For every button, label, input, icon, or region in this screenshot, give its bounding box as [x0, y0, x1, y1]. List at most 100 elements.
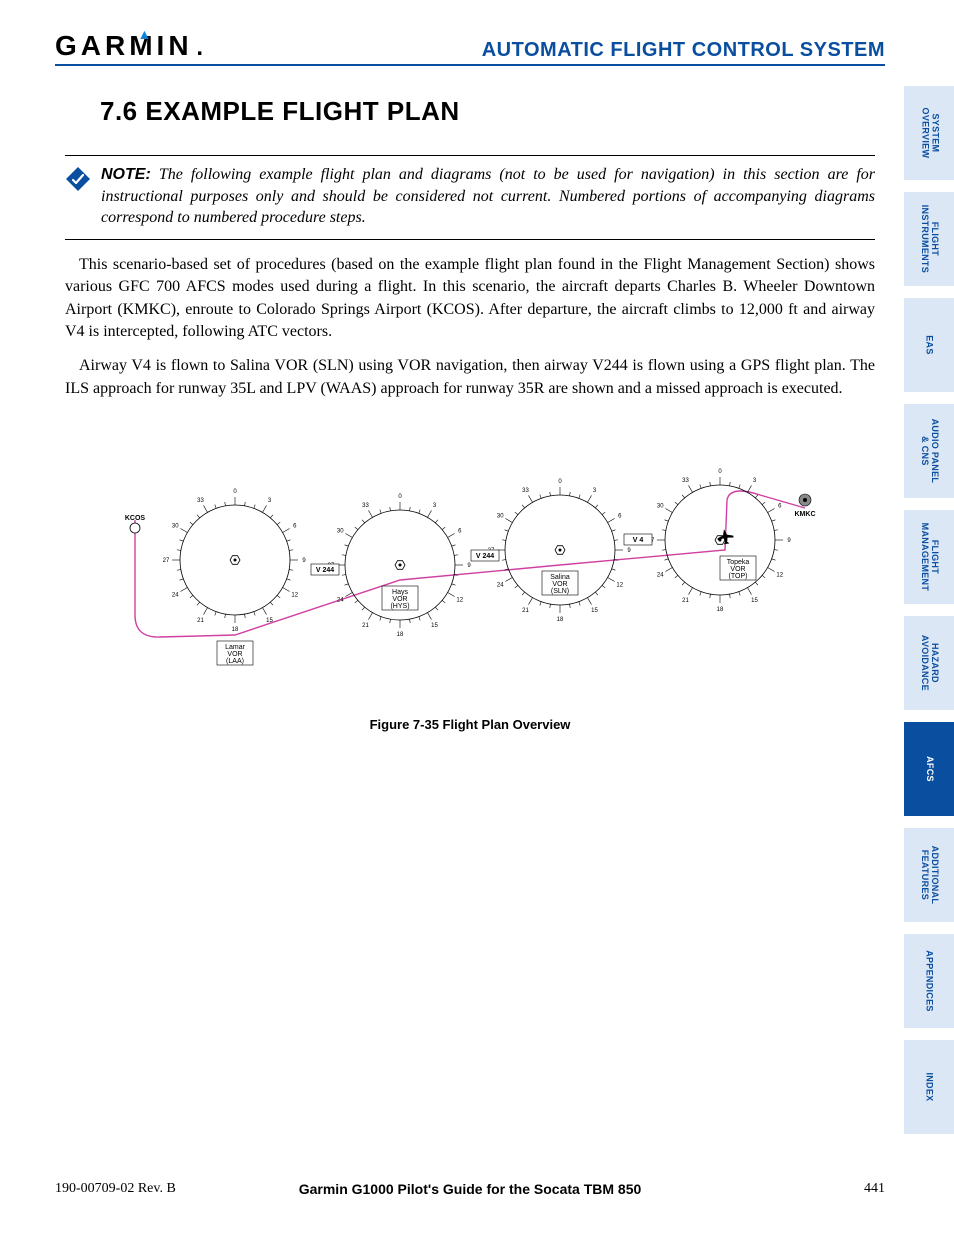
tab-appendices[interactable]: APPENDICES — [904, 934, 954, 1028]
svg-text:VOR: VOR — [392, 596, 407, 603]
note-icon — [65, 166, 91, 192]
svg-text:15: 15 — [591, 608, 598, 614]
svg-text:V 244: V 244 — [316, 567, 334, 574]
svg-text:12: 12 — [291, 593, 298, 599]
svg-text:15: 15 — [751, 598, 758, 604]
tab-eas[interactable]: EAS — [904, 298, 954, 392]
garmin-logo: GARMIN ▲ . — [55, 30, 215, 62]
svg-text:30: 30 — [337, 529, 344, 535]
compass-3: 03691215182124273033 — [648, 469, 792, 613]
logo-triangle-icon: ▲ — [138, 28, 152, 44]
tab-afcs[interactable]: AFCS — [904, 722, 954, 816]
page-footer: 190-00709-02 Rev. B Garmin G1000 Pilot's… — [55, 1181, 885, 1197]
kmkc-label: KMKC — [795, 511, 816, 518]
svg-text:3: 3 — [268, 498, 272, 504]
tab-hazard-avoidance[interactable]: HAZARD AVOIDANCE — [904, 616, 954, 710]
svg-text:VOR: VOR — [552, 581, 567, 588]
note-body: The following example flight plan and di… — [101, 166, 875, 226]
section-title: EXAMPLE FLIGHT PLAN — [145, 96, 459, 126]
svg-text:18: 18 — [717, 607, 724, 613]
svg-text:27: 27 — [163, 558, 170, 564]
airway-label: V 244 — [311, 564, 339, 575]
svg-text:21: 21 — [197, 618, 204, 624]
body-paragraph-2: Airway V4 is flown to Salina VOR (SLN) u… — [65, 355, 875, 400]
svg-text:12: 12 — [776, 573, 783, 579]
svg-text:33: 33 — [522, 488, 529, 494]
svg-text:9: 9 — [302, 558, 306, 564]
svg-text:Hays: Hays — [392, 589, 408, 596]
figure-7-35: 0369121518212427303303691215182124273033… — [55, 440, 885, 732]
svg-text:33: 33 — [682, 478, 689, 484]
lamar-label: LamarVOR(LAA) — [217, 641, 253, 665]
svg-text:6: 6 — [618, 514, 622, 520]
svg-text:18: 18 — [232, 627, 239, 633]
svg-text:9: 9 — [467, 563, 471, 569]
svg-text:0: 0 — [558, 479, 562, 485]
svg-text:24: 24 — [657, 573, 664, 579]
svg-text:(LAA): (LAA) — [226, 658, 244, 665]
tab-system-overview[interactable]: SYSTEM OVERVIEW — [904, 86, 954, 180]
note-callout: NOTE: The following example flight plan … — [65, 155, 875, 240]
kcos-label: KCOS — [125, 515, 146, 522]
svg-text:33: 33 — [197, 498, 204, 504]
svg-text:15: 15 — [431, 623, 438, 629]
svg-text:24: 24 — [337, 598, 344, 604]
airway-label: V 4 — [624, 534, 652, 545]
svg-text:0: 0 — [233, 489, 237, 495]
svg-text:12: 12 — [456, 598, 463, 604]
svg-text:V 244: V 244 — [476, 553, 494, 560]
svg-text:30: 30 — [497, 514, 504, 520]
tab-index[interactable]: INDEX — [904, 1040, 954, 1134]
svg-text:(HYS): (HYS) — [390, 603, 409, 610]
svg-text:VOR: VOR — [227, 651, 242, 658]
svg-text:30: 30 — [172, 524, 179, 530]
svg-text:15: 15 — [266, 618, 273, 624]
chapter-title: AUTOMATIC FLIGHT CONTROL SYSTEM — [482, 39, 885, 62]
svg-text:21: 21 — [682, 598, 689, 604]
section-heading: 7.6 EXAMPLE FLIGHT PLAN — [100, 96, 885, 127]
svg-text:Salina: Salina — [550, 574, 570, 581]
svg-text:3: 3 — [433, 503, 437, 509]
svg-text:0: 0 — [398, 494, 402, 500]
tab-flight-instruments[interactable]: FLIGHT INSTRUMENTS — [904, 192, 954, 286]
compass-0: 03691215182124273033 — [163, 489, 307, 633]
page-content: GARMIN ▲ . AUTOMATIC FLIGHT CONTROL SYST… — [55, 30, 885, 732]
salina-label: SalinaVOR(SLN) — [542, 571, 578, 595]
hays-label: HaysVOR(HYS) — [382, 586, 418, 610]
svg-text:(SLN): (SLN) — [551, 588, 569, 595]
logo-dot: . — [196, 34, 203, 62]
note-label: NOTE: — [101, 166, 151, 183]
svg-text:9: 9 — [787, 538, 791, 544]
svg-text:(TOP): (TOP) — [729, 573, 748, 580]
tab-additional-features[interactable]: ADDITIONAL FEATURES — [904, 828, 954, 922]
svg-text:18: 18 — [397, 632, 404, 638]
section-tabs: SYSTEM OVERVIEW FLIGHT INSTRUMENTS EAS AUDI… — [904, 86, 954, 1146]
svg-text:6: 6 — [293, 524, 297, 530]
page-header: GARMIN ▲ . AUTOMATIC FLIGHT CONTROL SYST… — [55, 30, 885, 66]
compass-2: 03691215182124273033 — [488, 479, 632, 623]
svg-text:21: 21 — [522, 608, 529, 614]
compass-1: 03691215182124273033 — [328, 494, 472, 638]
svg-text:9: 9 — [627, 548, 631, 554]
svg-text:30: 30 — [657, 504, 664, 510]
svg-text:V 4: V 4 — [633, 537, 644, 544]
svg-text:21: 21 — [362, 623, 369, 629]
svg-text:6: 6 — [458, 529, 462, 535]
body-paragraph-1: This scenario-based set of procedures (b… — [65, 254, 875, 344]
svg-text:18: 18 — [557, 617, 564, 623]
topeka-label: TopekaVOR(TOP) — [720, 556, 756, 580]
figure-caption: Figure 7-35 Flight Plan Overview — [55, 717, 885, 732]
svg-text:3: 3 — [753, 478, 757, 484]
doc-title: Garmin G1000 Pilot's Guide for the Socat… — [299, 1181, 642, 1197]
section-number: 7.6 — [100, 96, 138, 126]
tab-audio-panel-cns[interactable]: AUDIO PANEL & CNS — [904, 404, 954, 498]
svg-text:0: 0 — [718, 469, 722, 475]
kcos-marker: KCOS — [125, 515, 146, 533]
page-number: 441 — [864, 1181, 885, 1197]
doc-revision: 190-00709-02 Rev. B — [55, 1181, 176, 1197]
svg-text:3: 3 — [593, 488, 597, 494]
logo-text: GARMIN — [55, 30, 193, 62]
tab-flight-management[interactable]: FLIGHT MANAGEMENT — [904, 510, 954, 604]
airway-label: V 244 — [471, 550, 499, 561]
svg-text:24: 24 — [497, 583, 504, 589]
